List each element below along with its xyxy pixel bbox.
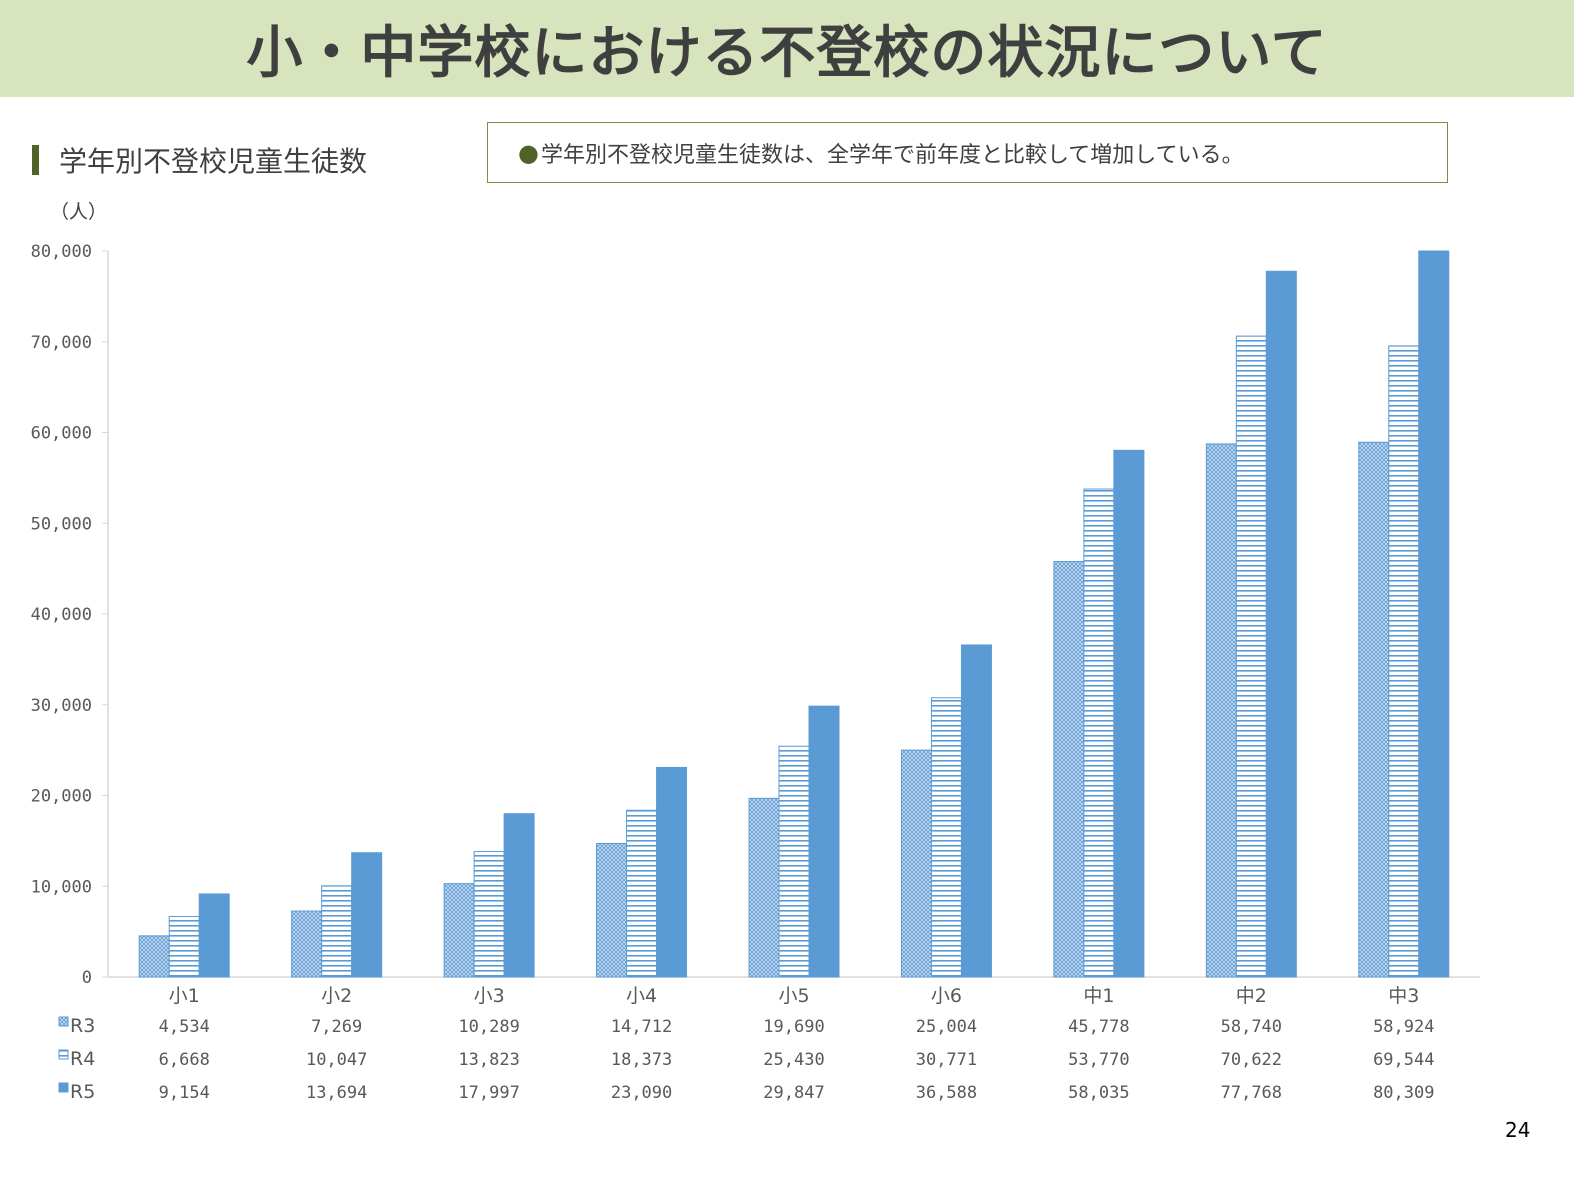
data-table-value: 25,004	[916, 1017, 977, 1037]
data-table-value: 23,090	[611, 1083, 672, 1103]
data-table-value: 80,309	[1373, 1083, 1434, 1103]
note-text: 学年別不登校児童生徒数は、全学年で前年度と比較して増加している。	[540, 142, 1244, 168]
bar-r3	[1358, 441, 1390, 978]
data-table-value: 30,771	[916, 1050, 977, 1070]
bar-r5	[198, 893, 230, 978]
legend-swatch-r5	[58, 1082, 69, 1093]
bar-r5	[808, 705, 840, 978]
y-tick-label: 40,000	[31, 605, 92, 625]
bar-r4	[168, 915, 200, 978]
y-tick-label: 20,000	[31, 787, 92, 807]
page-number: 24	[1505, 1118, 1531, 1142]
bar-r4	[778, 745, 810, 978]
legend-swatch-r4	[58, 1049, 69, 1060]
data-table-value: 14,712	[611, 1017, 672, 1037]
data-table-value: 17,997	[458, 1083, 519, 1103]
bar-r4	[1235, 335, 1267, 978]
page-title: 小・中学校における不登校の状況について	[246, 21, 1328, 86]
bar-r3	[748, 797, 780, 978]
data-table-value: 10,289	[458, 1017, 519, 1037]
data-table-value: 36,588	[916, 1083, 977, 1103]
bar-r4	[1388, 345, 1420, 978]
x-tick-label: 中2	[1236, 985, 1267, 1007]
data-table-value: 13,694	[306, 1083, 367, 1103]
x-tick-label: 小1	[169, 985, 200, 1007]
data-table-value: 7,269	[311, 1017, 362, 1037]
x-tick-label: 小2	[321, 985, 352, 1007]
x-tick-label: 小5	[778, 985, 809, 1007]
bar-r5	[960, 644, 992, 978]
data-table-value: 6,668	[159, 1050, 210, 1070]
y-tick-label: 10,000	[31, 877, 92, 897]
data-table-value: 58,740	[1221, 1017, 1282, 1037]
y-tick-label: 50,000	[31, 514, 92, 534]
bar-r3	[291, 910, 323, 978]
bar-r3	[1205, 443, 1237, 978]
bar-r4	[1083, 488, 1115, 978]
data-table-value: 4,534	[159, 1017, 210, 1037]
bar-r5	[503, 813, 535, 978]
x-tick-label: 小4	[626, 985, 657, 1007]
x-tick-label: 小3	[474, 985, 505, 1007]
data-table-value: 53,770	[1068, 1050, 1129, 1070]
y-tick-label: 70,000	[31, 333, 92, 353]
bar-r5	[1265, 270, 1297, 978]
bar-r4	[930, 697, 962, 978]
data-table-value: 19,690	[763, 1017, 824, 1037]
bar-r3	[1053, 561, 1085, 978]
legend-label: R5	[70, 1081, 95, 1103]
y-tick-label: 30,000	[31, 696, 92, 716]
title-bar: 小・中学校における不登校の状況について	[0, 0, 1574, 97]
data-table-value: 29,847	[763, 1083, 824, 1103]
data-table-value: 18,373	[611, 1050, 672, 1070]
legend-label: R3	[70, 1015, 95, 1037]
data-table-value: 58,035	[1068, 1083, 1129, 1103]
bar-r4	[473, 851, 505, 978]
data-table-value: 58,924	[1373, 1017, 1434, 1037]
section-title: 学年別不登校児童生徒数	[59, 145, 368, 178]
note-box: ● 学年別不登校児童生徒数は、全学年で前年度と比較して増加している。	[487, 122, 1448, 183]
data-table-value: 70,622	[1221, 1050, 1282, 1070]
x-tick-label: 小6	[931, 985, 962, 1007]
y-tick-label: 0	[82, 968, 92, 988]
data-table-value: 9,154	[159, 1083, 210, 1103]
bar-r5	[1113, 449, 1145, 978]
bar-r5	[656, 766, 688, 978]
bar-r3	[900, 749, 932, 978]
data-table-value: 77,768	[1221, 1083, 1282, 1103]
bullet-icon: ●	[518, 138, 539, 167]
data-table-value: 45,778	[1068, 1017, 1129, 1037]
section-heading: 学年別不登校児童生徒数	[32, 140, 367, 180]
bar-r4	[321, 885, 353, 978]
bar-r4	[626, 809, 658, 978]
bar-r3	[138, 935, 170, 978]
bar-r3	[443, 883, 475, 978]
heading-marker	[32, 145, 39, 175]
data-table-value: 25,430	[763, 1050, 824, 1070]
bar-r5	[351, 852, 383, 978]
bar-r5	[1418, 250, 1450, 978]
y-axis-label: （人）	[50, 201, 107, 223]
x-tick-label: 中1	[1083, 985, 1114, 1007]
legend-label: R4	[70, 1048, 95, 1070]
y-tick-label: 60,000	[31, 424, 92, 444]
bar-r3	[596, 842, 628, 978]
data-table-value: 10,047	[306, 1050, 367, 1070]
y-tick-label: 80,000	[31, 242, 92, 262]
data-table-value: 13,823	[458, 1050, 519, 1070]
legend-swatch-r3	[58, 1016, 69, 1027]
data-table-value: 69,544	[1373, 1050, 1434, 1070]
x-tick-label: 中3	[1388, 985, 1419, 1007]
